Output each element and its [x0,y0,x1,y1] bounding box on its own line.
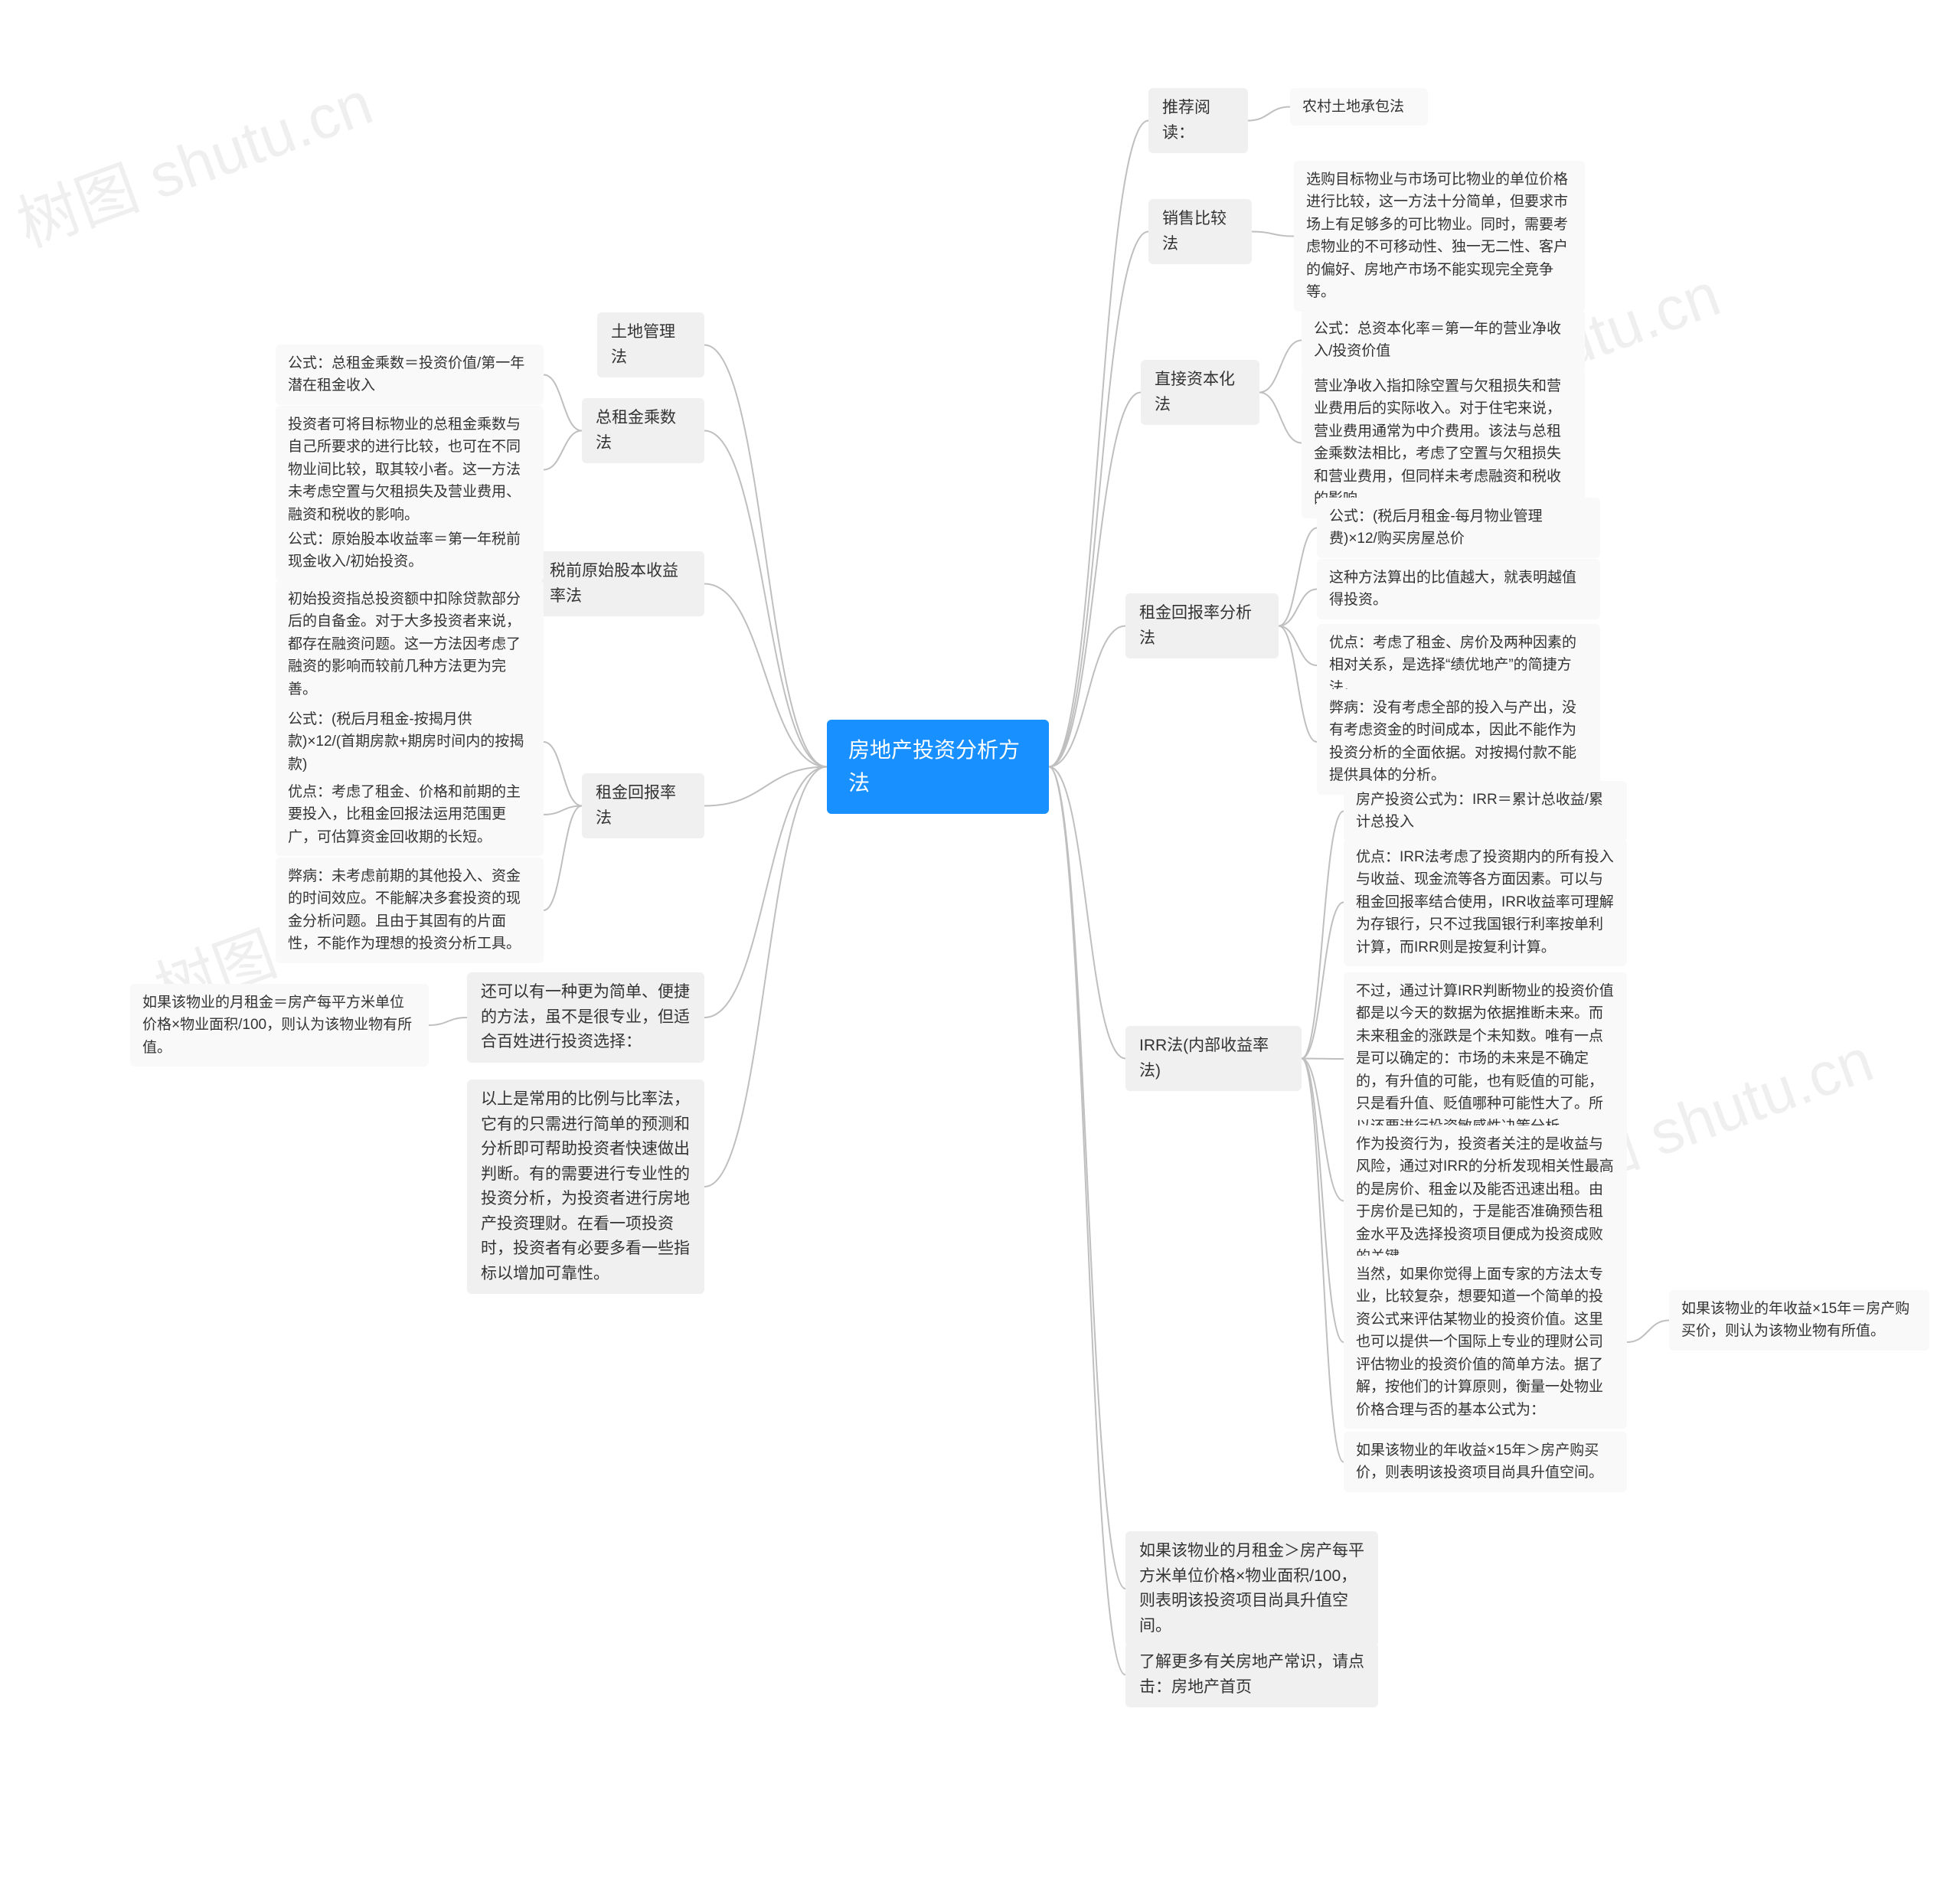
right-cat-3: 租金回报率分析法 [1125,593,1279,658]
left-cat-4: 还可以有一种更为简单、便捷的方法，虽不是很专业，但适合百姓进行投资选择： [467,972,704,1063]
left-cat-5: 以上是常用的比例与比率法，它有的只需进行简单的预测和分析即可帮助投资者快速做出判… [467,1080,704,1294]
right-cat-4-leaf-2: 不过，通过计算IRR判断物业的投资价值都是以今天的数据为依据推断未来。而未来租金… [1344,972,1627,1145]
right-cat-1-leaf-0: 选购目标物业与市场可比物业的单位价格进行比较，这一方法十分简单，但要求市场上有足… [1294,161,1585,312]
left-cat-1-leaf-0: 公式：总租金乘数＝投资价值/第一年潜在租金收入 [276,345,544,405]
left-cat-1: 总租金乘数法 [582,398,704,463]
right-cat-5: 如果该物业的月租金＞房产每平方米单位价格×物业面积/100，则表明该投资项目尚具… [1125,1531,1378,1646]
right-cat-0-leaf-0: 农村土地承包法 [1290,88,1428,126]
watermark-0: 树图 shutu.cn [4,54,383,265]
right-cat-2: 直接资本化法 [1141,360,1259,425]
root-node: 房地产投资分析方法 [827,720,1049,814]
right-cat-0: 推荐阅读： [1148,88,1248,153]
left-cat-2-leaf-0: 公式：原始股本收益率＝第一年税前现金收入/初始投资。 [276,521,544,581]
right-cat-2-leaf-0: 公式：总资本化率＝第一年的营业净收入/投资价值 [1302,310,1585,371]
left-cat-0: 土地管理法 [597,312,704,377]
left-cat-2: 税前原始股本收益率法 [536,551,704,616]
right-cat-4-leaf-1: 优点：IRR法考虑了投资期内的所有投入与收益、现金流等各方面因素。可以与租金回报… [1344,838,1627,966]
right-cat-1: 销售比较法 [1148,199,1252,264]
right-cat-3-leaf-3: 弊病：没有考虑全部的投入与产出，没有考虑资金的时间成本，因此不能作为投资分析的全… [1317,689,1600,795]
right-cat-3-leaf-1: 这种方法算出的比值越大，就表明越值得投资。 [1317,559,1600,619]
right-cat-4: IRR法(内部收益率法) [1125,1026,1302,1091]
left-cat-3-leaf-1: 优点：考虑了租金、价格和前期的主要投入，比租金回报法运用范围更广，可估算资金回收… [276,773,544,856]
right-cat-4-leaf-4-sub-0: 如果该物业的年收益×15年＝房产购买价，则认为该物业物有所值。 [1669,1290,1929,1351]
left-cat-1-leaf-1: 投资者可将目标物业的总租金乘数与自己所要求的进行比较，也可在不同物业间比较，取其… [276,406,544,534]
left-cat-3: 租金回报率法 [582,773,704,838]
left-cat-4-leaf-0: 如果该物业的月租金＝房产每平方米单位价格×物业面积/100，则认为该物业物有所值… [130,984,429,1067]
right-cat-4-leaf-4: 当然，如果你觉得上面专家的方法太专业，比较复杂，想要知道一个简单的投资公式来评估… [1344,1256,1627,1429]
right-cat-4-leaf-3: 作为投资行为，投资者关注的是收益与风险，通过对IRR的分析发现相关性最高的是房价… [1344,1125,1627,1276]
right-cat-2-leaf-1: 营业净收入指扣除空置与欠租损失和营业费用后的实际收入。对于住宅来说，营业费用通常… [1302,368,1585,518]
left-cat-3-leaf-0: 公式：(税后月租金-按揭月供款)×12/(首期房款+期房时间内的按揭款) [276,701,544,783]
right-cat-4-leaf-0: 房产投资公式为：IRR＝累计总收益/累计总投入 [1344,781,1627,841]
right-cat-6: 了解更多有关房地产常识，请点击：房地产首页 [1125,1642,1378,1707]
left-cat-3-leaf-2: 弊病：未考虑前期的其他投入、资金的时间效应。不能解决多套投资的现金分析问题。且由… [276,858,544,963]
right-cat-4-leaf-5: 如果该物业的年收益×15年＞房产购买价，则表明该投资项目尚具升值空间。 [1344,1432,1627,1492]
left-cat-2-leaf-1: 初始投资指总投资额中扣除贷款部分后的自备金。对于大多投资者来说，都存在融资问题。… [276,580,544,708]
right-cat-3-leaf-0: 公式：(税后月租金-每月物业管理费)×12/购买房屋总价 [1317,498,1600,558]
